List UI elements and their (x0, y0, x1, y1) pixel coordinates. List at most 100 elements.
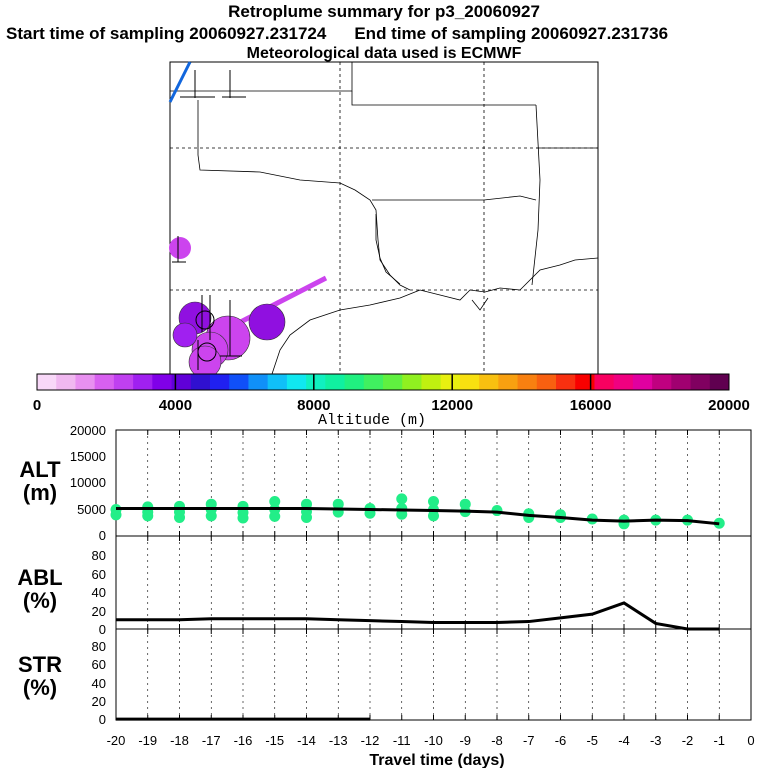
colorbar-swatch (536, 374, 557, 390)
plume-track-north (168, 61, 192, 103)
x-tick-label: -4 (618, 733, 630, 748)
chart-marks: -20 -19 -18 -17 -16 -15 -14 -13 -12 -11 -10 -9 -8 -7-… (107, 430, 755, 748)
altitude-point (428, 496, 439, 508)
x-tick-label: -1 (713, 733, 725, 748)
colorbar-swatch (113, 374, 134, 390)
sampling-times: Start time of sampling 20060927.231724 En… (6, 24, 766, 44)
x-tick-label: -3 (650, 733, 662, 748)
altitude-point (110, 509, 122, 521)
colorbar-swatch (325, 374, 346, 390)
colorbar-swatch (133, 374, 153, 390)
colorbar-swatch (575, 374, 595, 390)
abl-ytick: 80 (92, 548, 106, 563)
wind-barbs (172, 70, 246, 370)
figure-title: Retroplume summary for p3_20060927 (228, 2, 540, 21)
alt-ytick: 20000 (70, 423, 106, 438)
abl-label: ABL (17, 565, 62, 590)
colorbar-swatch (210, 374, 230, 390)
x-tick-label: -13 (329, 733, 348, 748)
altitude-point (237, 512, 249, 524)
colorbar-swatch (402, 374, 422, 390)
alt-ytick: 10000 (70, 475, 106, 490)
abl-ytick: 20 (92, 604, 106, 619)
colorbar-swatch (37, 374, 57, 390)
colorbar-tick-label: 0 (33, 397, 41, 414)
str-ytick: 60 (92, 657, 106, 672)
altitude-colorbar: 0 4000 8000 12000 16000 20000 (33, 373, 750, 414)
colorbar-swatch (671, 374, 692, 390)
colorbar-swatch (440, 374, 461, 390)
x-tick-label: -16 (234, 733, 253, 748)
str-ytick: 20 (92, 694, 106, 709)
start-time-label: Start time of sampling 20060927.231724 (6, 24, 327, 43)
x-tick-label: -10 (424, 733, 443, 748)
colorbar-swatch (190, 374, 211, 390)
map-grid (170, 62, 598, 374)
abl-ytick: 40 (92, 585, 106, 600)
abl-unit-label: (%) (23, 588, 57, 613)
x-axis-title: Travel time (days) (369, 752, 504, 768)
x-tick-label: -19 (138, 733, 157, 748)
x-tick-label: -8 (491, 733, 503, 748)
x-tick-label: -18 (170, 733, 189, 748)
alt-ytick: 5000 (77, 502, 106, 517)
colorbar-swatch (383, 374, 403, 390)
colorbar-swatch (459, 374, 480, 390)
colorbar-swatch (690, 374, 711, 390)
altitude-point (269, 510, 281, 522)
colorbar-swatch (75, 374, 96, 390)
alt-label: ALT (19, 457, 61, 482)
colorbar-tick-label: 12000 (431, 397, 473, 414)
altitude-point (332, 498, 344, 510)
colorbar-swatch (613, 374, 634, 390)
colorbar-swatch (556, 374, 576, 390)
x-tick-label: -20 (107, 733, 126, 748)
altitude-point (396, 493, 408, 505)
colorbar-tick-label: 16000 (570, 397, 612, 414)
plume-markers (168, 61, 328, 379)
end-time-label: End time of sampling 20060927.231736 (354, 24, 669, 43)
x-tick-label: -6 (555, 733, 567, 748)
altitude-point (174, 511, 185, 523)
x-tick-label: -5 (586, 733, 598, 748)
str-ytick: 0 (99, 712, 106, 727)
altitude-point (269, 496, 281, 508)
abl-ytick: 60 (92, 567, 106, 582)
colorbar-swatch (479, 374, 499, 390)
colorbar-swatch (171, 374, 192, 390)
colorbar-swatch (267, 374, 288, 390)
colorbar-frame (36, 373, 730, 391)
colorbar-swatch (498, 374, 519, 390)
colorbar-swatch (248, 374, 269, 390)
colorbar-tick-label: 4000 (159, 397, 192, 414)
altitude-point (205, 510, 217, 522)
altitude-mean-line (116, 506, 720, 526)
colorbar-swatch (286, 374, 307, 390)
alt-unit-label: (m) (23, 480, 57, 505)
x-tick-label: 0 (747, 733, 754, 748)
map-borders (170, 61, 599, 375)
colorbar-swatch (594, 374, 615, 390)
colorbar-swatch (152, 374, 173, 390)
x-tick-label: -11 (393, 733, 411, 748)
colorbar-swatch (94, 374, 115, 390)
x-tick-label: -7 (523, 733, 535, 748)
map-panel (168, 61, 599, 379)
alt-ytick: 15000 (70, 449, 106, 464)
alt-ytick: 0 (99, 528, 106, 543)
colorbar-swatch (306, 374, 326, 390)
colorbar-swatch (709, 374, 730, 390)
x-tick-label: -2 (682, 733, 694, 748)
colorbar-swatch (632, 374, 653, 390)
plume-circle (248, 303, 286, 341)
abl-line (116, 601, 720, 631)
str-unit-label: (%) (23, 675, 57, 700)
altitude-point (301, 511, 312, 523)
colorbar-tick-label: 20000 (708, 397, 750, 414)
plume-circle (172, 322, 198, 348)
x-tick-label: -9 (459, 733, 471, 748)
abl-ytick: 0 (99, 622, 106, 637)
altitude-point (428, 510, 439, 522)
